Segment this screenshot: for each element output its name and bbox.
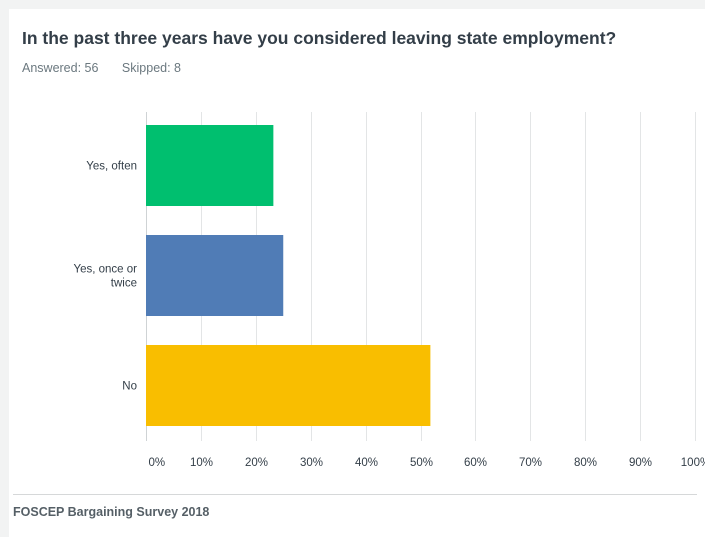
category-labels: Yes, often Yes, once or twice No [73, 161, 137, 393]
response-stats: Answered: 56 Skipped: 8 [22, 61, 201, 75]
category-label: twice [111, 278, 137, 290]
x-tick-label: 30% [300, 457, 323, 469]
x-tick-label: 100% [681, 457, 705, 469]
bar-chart: Yes, often Yes, once or twice No 0% 10% 20% 30… [73, 112, 705, 469]
category-label: No [122, 381, 137, 393]
x-tick-label: 60% [464, 457, 487, 469]
x-tick-label: 0% [149, 457, 166, 469]
footer-divider [13, 494, 697, 495]
bar[interactable] [146, 345, 431, 426]
x-tick-label: 90% [629, 457, 652, 469]
x-tick-label: 80% [574, 457, 597, 469]
answered-count: Answered: 56 [22, 61, 99, 75]
survey-name: FOSCEP Bargaining Survey 2018 [13, 505, 210, 519]
bars [146, 125, 431, 426]
x-tick-label: 50% [410, 457, 433, 469]
x-tick-label: 40% [355, 457, 378, 469]
bar[interactable] [146, 235, 284, 316]
x-tick-label: 10% [190, 457, 213, 469]
category-label: Yes, often [86, 161, 137, 173]
skipped-count: Skipped: 8 [121, 61, 181, 75]
category-label: Yes, once or [73, 264, 137, 276]
x-axis-tick-labels: 0% 10% 20% 30% 40% 50% 60% 70% 80% 90% 100% [149, 457, 705, 469]
x-tick-label: 70% [519, 457, 542, 469]
x-tick-label: 20% [245, 457, 268, 469]
bar[interactable] [146, 125, 274, 206]
question-card [9, 9, 705, 537]
question-title: In the past three years have you conside… [22, 28, 617, 48]
